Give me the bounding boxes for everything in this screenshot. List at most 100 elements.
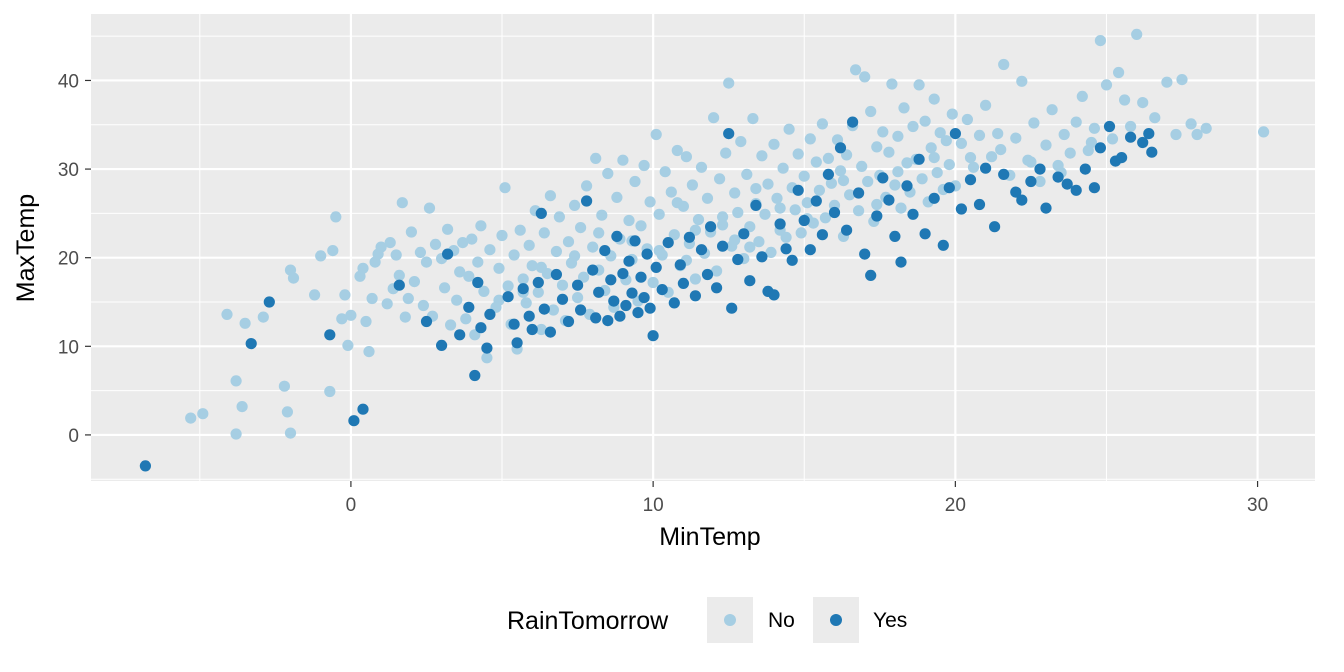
data-point <box>348 415 360 427</box>
data-point <box>995 144 1007 156</box>
data-point <box>1025 156 1037 168</box>
data-point <box>877 172 889 184</box>
data-point <box>998 58 1010 71</box>
data-point <box>1040 139 1052 151</box>
data-point <box>1125 120 1137 133</box>
data-point <box>547 304 560 316</box>
data-point <box>986 151 998 163</box>
data-point <box>892 130 904 142</box>
data-point <box>309 289 321 301</box>
data-point <box>345 309 357 321</box>
data-point <box>777 162 789 174</box>
data-point <box>1137 136 1149 149</box>
data-point <box>556 279 569 291</box>
data-point <box>647 276 659 289</box>
data-point <box>741 168 753 180</box>
data-point <box>221 308 233 320</box>
data-point <box>1185 118 1197 130</box>
data-point <box>735 136 747 148</box>
data-point <box>862 175 874 188</box>
data-point <box>1088 122 1100 134</box>
data-point <box>789 204 801 216</box>
data-point <box>668 229 680 241</box>
data-point <box>1094 35 1106 47</box>
data-point <box>837 175 850 187</box>
data-point <box>1100 79 1113 91</box>
x-axis-title: MinTemp <box>659 523 760 551</box>
data-point <box>484 244 496 256</box>
data-point <box>578 271 590 283</box>
y-tick-label: 10 <box>58 337 79 358</box>
data-point <box>795 227 807 239</box>
data-point <box>575 304 587 316</box>
data-point <box>692 214 705 226</box>
data-point <box>1010 132 1022 144</box>
data-point <box>514 224 526 236</box>
data-point <box>943 159 955 171</box>
data-point <box>871 210 883 222</box>
data-point <box>481 352 493 364</box>
data-point <box>139 460 151 472</box>
data-point <box>819 212 832 224</box>
data-point <box>792 148 804 160</box>
data-point <box>934 127 946 139</box>
data-point <box>454 266 466 278</box>
data-point <box>327 245 339 257</box>
data-point <box>949 128 962 140</box>
data-point <box>436 339 448 351</box>
data-point <box>723 128 735 140</box>
data-point <box>919 115 931 127</box>
data-point <box>907 120 919 133</box>
data-point <box>834 142 847 154</box>
data-point <box>423 202 436 214</box>
data-point <box>445 319 457 331</box>
data-point <box>928 93 940 105</box>
data-point <box>841 224 853 236</box>
data-point <box>197 408 209 420</box>
data-point <box>635 220 647 232</box>
data-point <box>550 268 563 281</box>
data-point <box>408 276 420 288</box>
data-point <box>629 175 641 188</box>
data-point <box>865 105 877 118</box>
data-point <box>581 195 593 207</box>
data-point <box>472 276 484 289</box>
data-point <box>847 116 859 128</box>
data-point <box>457 237 469 249</box>
data-point <box>644 196 656 208</box>
data-point <box>701 192 714 204</box>
data-point <box>895 202 907 214</box>
data-point <box>1010 186 1022 198</box>
data-point <box>1119 94 1131 106</box>
data-point <box>659 166 671 178</box>
data-point <box>653 208 665 220</box>
data-point <box>572 292 584 304</box>
data-point <box>955 203 968 215</box>
data-point <box>587 241 599 253</box>
data-point <box>780 231 792 243</box>
data-point <box>596 209 608 221</box>
data-point <box>390 249 402 261</box>
data-point <box>1034 175 1046 188</box>
data-point <box>629 235 641 247</box>
data-point <box>517 283 529 295</box>
data-point <box>538 227 550 239</box>
data-point <box>717 211 729 223</box>
data-point <box>889 179 901 191</box>
data-point <box>653 245 665 257</box>
data-point <box>686 179 699 191</box>
data-point <box>671 144 683 157</box>
data-point <box>677 277 690 289</box>
data-point <box>774 202 786 214</box>
data-point <box>913 153 925 165</box>
data-point <box>614 310 626 322</box>
y-tick-label: 30 <box>58 160 79 181</box>
legend-label-no: No <box>768 609 795 632</box>
data-point <box>599 245 611 257</box>
data-point <box>623 255 635 267</box>
data-point <box>964 152 977 164</box>
data-point <box>635 271 647 283</box>
data-point <box>185 412 197 424</box>
data-point <box>747 113 759 125</box>
data-point <box>463 301 475 313</box>
